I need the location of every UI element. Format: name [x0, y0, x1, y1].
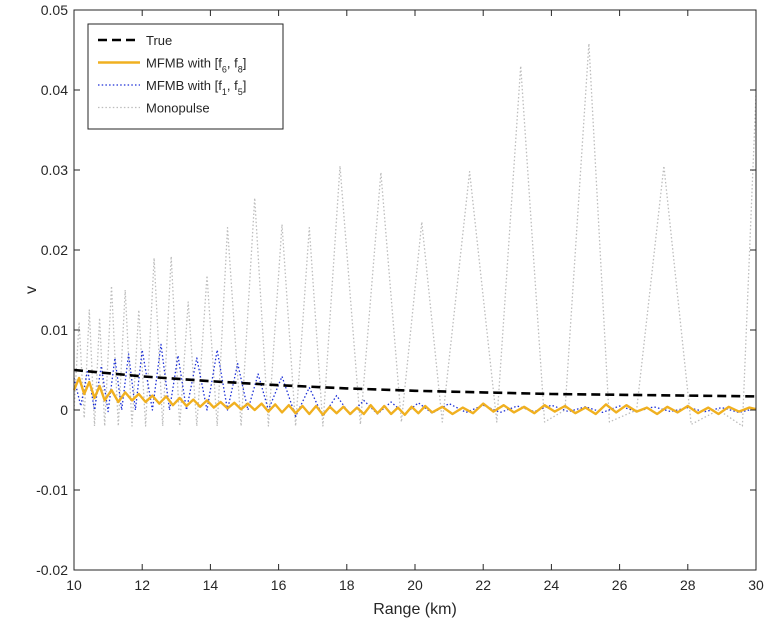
y-tick-label: 0: [60, 402, 68, 418]
legend-label-3: Monopulse: [146, 101, 210, 116]
y-axis-label: v: [23, 286, 40, 294]
x-tick-label: 22: [475, 577, 491, 593]
tick-layer: 10 12 14 16 18 20 22 24 26 28 30 -0.02 -0.01 0 0.01 0.0…: [36, 2, 764, 593]
legend-label-2: MFMB with [f1, f5]: [146, 78, 246, 97]
x-tick-label: 30: [748, 577, 764, 593]
legend-label-0: True: [146, 33, 172, 48]
legend-label-1: MFMB with [f6, f8]: [146, 56, 246, 75]
y-tick-label: 0.02: [41, 242, 68, 258]
y-tick-label: 0.03: [41, 162, 68, 178]
y-tick-label: 0.04: [41, 82, 68, 98]
x-tick-label: 16: [271, 577, 287, 593]
x-tick-label: 24: [544, 577, 560, 593]
legend-box: [87, 23, 284, 130]
series-line-1: [72, 376, 757, 416]
x-tick-label: 18: [339, 577, 355, 593]
x-tick-label: 26: [612, 577, 628, 593]
series-line-3: [73, 42, 757, 427]
x-tick-label: 20: [407, 577, 423, 593]
series-line-2: [73, 343, 757, 418]
x-tick-label: 10: [66, 577, 82, 593]
legend: True MFMB with [f6, f8] MFMB with [f1, f5]…: [87, 23, 284, 130]
x-tick-label: 14: [203, 577, 219, 593]
series-line-0: [73, 368, 757, 398]
y-tick-label: -0.01: [36, 482, 68, 498]
series-layer: [72, 42, 757, 427]
x-axis-label: Range (km): [373, 601, 457, 618]
y-tick-label: 0.01: [41, 322, 68, 338]
x-tick-label: 12: [134, 577, 150, 593]
y-tick-label: 0.05: [41, 2, 68, 18]
y-tick-label: -0.02: [36, 562, 68, 578]
x-tick-label: 28: [680, 577, 696, 593]
